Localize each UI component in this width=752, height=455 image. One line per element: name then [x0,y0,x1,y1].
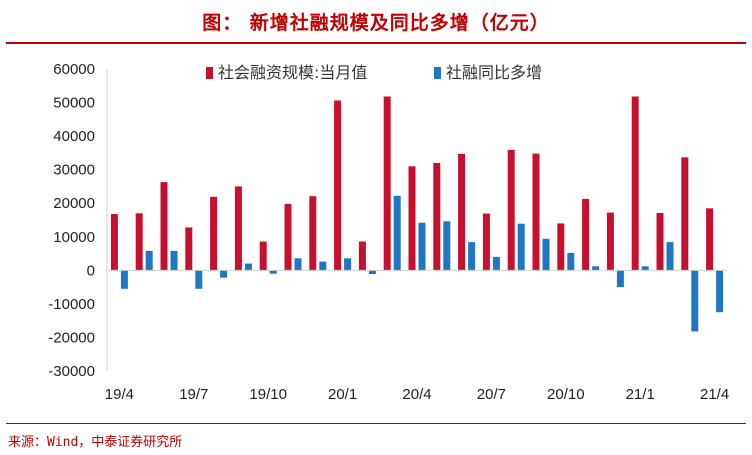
bar-tsf-20/2 [358,241,366,271]
legend: 社会融资规模:当月值 社融同比多增 [206,63,542,82]
legend-label-0: 社会融资规模:当月值 [218,63,367,82]
bar-yoy-19/11 [294,258,302,271]
bar-yoy-20/9 [542,238,550,271]
legend-swatch-1 [434,67,441,79]
bar-tsf-19/4 [110,214,118,271]
bar-tsf-20/8 [507,149,515,271]
x-tick-label: 20/1 [328,386,357,403]
bar-yoy-20/12 [616,270,624,288]
bar-tsf-20/5 [433,163,441,271]
bar-tsf-21/1 [631,96,639,271]
y-tick-label: -10000 [48,296,95,313]
bar-tsf-19/7 [185,227,193,271]
x-axis: 19/4 19/7 19/10 20/1 20/4 20/7 20/10 21/1 21/4 [105,269,729,403]
bar-yoy-19/10 [269,270,277,274]
chart-title: 图： 新增社融规模及同比多增（亿元） [202,12,550,34]
bar-tsf-20/6 [458,153,466,271]
bar-tsf-19/5 [135,213,143,271]
bar-yoy-20/5 [443,221,451,271]
y-tick-label: -20000 [48,329,95,346]
legend-swatch-0 [206,67,213,79]
bar-yoy-20/8 [517,223,525,271]
bar-tsf-20/1 [334,100,342,271]
y-tick-label: 50000 [53,95,95,112]
bar-tsf-19/9 [234,186,242,271]
bar-tsf-20/12 [606,212,614,271]
x-tick-label: 19/10 [249,386,287,403]
bar-yoy-20/2 [368,270,376,274]
bar-tsf-20/10 [557,223,565,271]
x-tick-label: 19/7 [179,386,208,403]
y-tick-label: 0 [87,262,95,279]
x-tick-label: 20/7 [477,386,506,403]
bar-tsf-20/3 [383,96,391,271]
bars [110,96,724,332]
y-tick-label: -30000 [48,363,95,380]
bar-yoy-19/5 [145,250,153,271]
bar-yoy-19/8 [220,270,228,278]
bar-tsf-19/10 [259,241,267,271]
bar-yoy-20/6 [468,242,476,271]
x-tick-label: 20/4 [402,386,431,403]
y-tick-label: 30000 [53,162,95,179]
y-tick-label: 40000 [53,128,95,145]
x-tick-label: 21/4 [700,386,729,403]
bar-tsf-20/11 [582,198,590,271]
bar-tsf-19/12 [309,196,317,271]
bar-tsf-20/4 [408,166,416,271]
bar-yoy-21/3 [691,270,699,332]
x-tick-label: 20/10 [547,386,585,403]
y-tick-label: 20000 [53,195,95,212]
bar-yoy-21/4 [716,270,724,313]
bar-tsf-20/9 [532,153,540,271]
bar-chart: 社会融资规模:当月值 社融同比多增 60000 50000 40000 30000 200… [48,61,729,403]
x-tick-label: 21/1 [626,386,655,403]
legend-label-1: 社融同比多增 [446,63,542,82]
bar-yoy-20/3 [393,195,401,271]
y-tick-label: 60000 [53,61,95,78]
bar-tsf-19/8 [210,196,218,271]
y-axis: 60000 50000 40000 30000 20000 10000 0 -10000 -20… [48,61,108,380]
source-note: 来源：Wind，中泰证券研究所 [8,435,183,450]
bar-tsf-21/3 [681,157,689,271]
bar-yoy-19/7 [195,270,203,289]
bar-yoy-20/11 [592,266,600,271]
bar-tsf-19/11 [284,203,292,271]
bar-yoy-19/9 [244,263,252,271]
bar-yoy-19/6 [170,250,178,271]
x-tick-label: 19/4 [105,386,134,403]
bar-tsf-20/7 [482,213,490,271]
bar-tsf-19/6 [160,182,168,271]
bar-yoy-20/4 [418,222,426,271]
y-tick-label: 10000 [53,229,95,246]
bar-yoy-21/1 [641,266,649,271]
bar-yoy-19/12 [319,261,327,271]
bar-tsf-21/4 [706,208,714,271]
bar-yoy-20/7 [492,256,500,271]
bar-yoy-20/1 [344,258,352,271]
bar-yoy-21/2 [666,242,674,271]
bar-yoy-19/4 [120,270,128,289]
bar-yoy-20/10 [567,252,575,271]
bar-tsf-21/2 [656,213,664,271]
footer-rule [6,423,746,424]
title-rule [6,42,746,44]
